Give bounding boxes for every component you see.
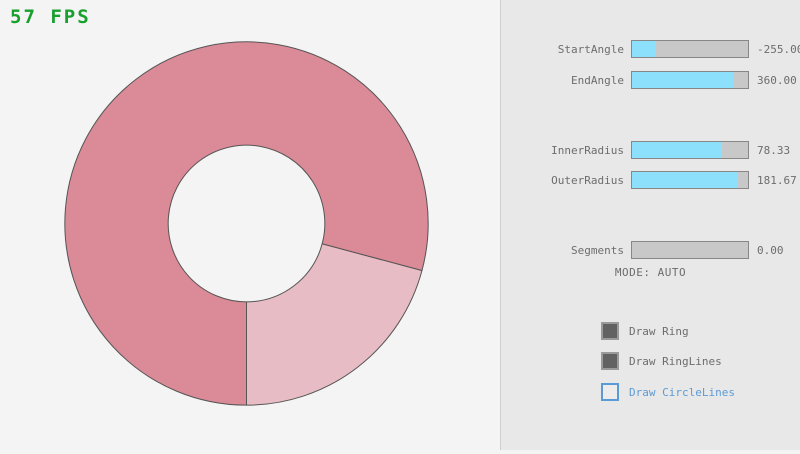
slider-value: 0.00 <box>757 243 784 257</box>
slider-inner-radius[interactable]: InnerRadius 78.33 <box>529 141 790 159</box>
slider-outer-radius[interactable]: OuterRadius 181.67 <box>529 171 797 189</box>
donut-slices <box>64 41 429 406</box>
controls-panel: StartAngle -255.00 EndAngle 360.00 Inner… <box>501 0 800 450</box>
slider-value: -255.00 <box>757 42 800 56</box>
checkbox-box-icon[interactable] <box>601 383 619 401</box>
checkbox-label: Draw CircleLines <box>629 385 735 399</box>
slider-label: InnerRadius <box>551 143 624 157</box>
slider-label: Segments <box>571 243 624 257</box>
slider-track[interactable] <box>631 141 749 159</box>
slider-fill <box>632 142 723 158</box>
slider-label: OuterRadius <box>551 173 624 187</box>
slider-track[interactable] <box>631 241 749 259</box>
slider-segments[interactable]: Segments 0.00 <box>529 241 784 259</box>
slider-track[interactable] <box>631 40 749 58</box>
slider-track[interactable] <box>631 71 749 89</box>
donut-slice <box>246 243 423 406</box>
checkbox-draw-ring[interactable]: Draw Ring <box>601 320 689 342</box>
slider-start-angle[interactable]: StartAngle -255.00 <box>529 40 800 58</box>
slider-value: 360.00 <box>757 73 797 87</box>
slider-fill <box>632 41 657 57</box>
donut-chart[interactable] <box>0 0 500 450</box>
slider-fill <box>632 72 733 88</box>
checkbox-box-icon[interactable] <box>601 322 619 340</box>
checkbox-label: Draw RingLines <box>629 354 722 368</box>
render-canvas[interactable]: 57 FPS <box>0 0 500 450</box>
checkbox-label: Draw Ring <box>629 324 689 338</box>
checkbox-box-icon[interactable] <box>601 352 619 370</box>
donut-svg <box>64 41 429 406</box>
slider-value: 181.67 <box>757 173 797 187</box>
fps-counter: 57 FPS <box>10 6 91 28</box>
donut-slice <box>64 41 429 406</box>
panel-divider <box>500 0 501 450</box>
checkbox-draw-ringlines[interactable]: Draw RingLines <box>601 350 722 372</box>
slider-label: StartAngle <box>557 42 624 56</box>
slider-label: EndAngle <box>571 73 624 87</box>
slider-track[interactable] <box>631 171 749 189</box>
mode-label: MODE: AUTO <box>614 266 687 279</box>
slider-fill <box>632 172 738 188</box>
checkbox-draw-circlelines[interactable]: Draw CircleLines <box>601 381 735 403</box>
slider-end-angle[interactable]: EndAngle 360.00 <box>529 71 797 89</box>
slider-value: 78.33 <box>757 143 791 157</box>
